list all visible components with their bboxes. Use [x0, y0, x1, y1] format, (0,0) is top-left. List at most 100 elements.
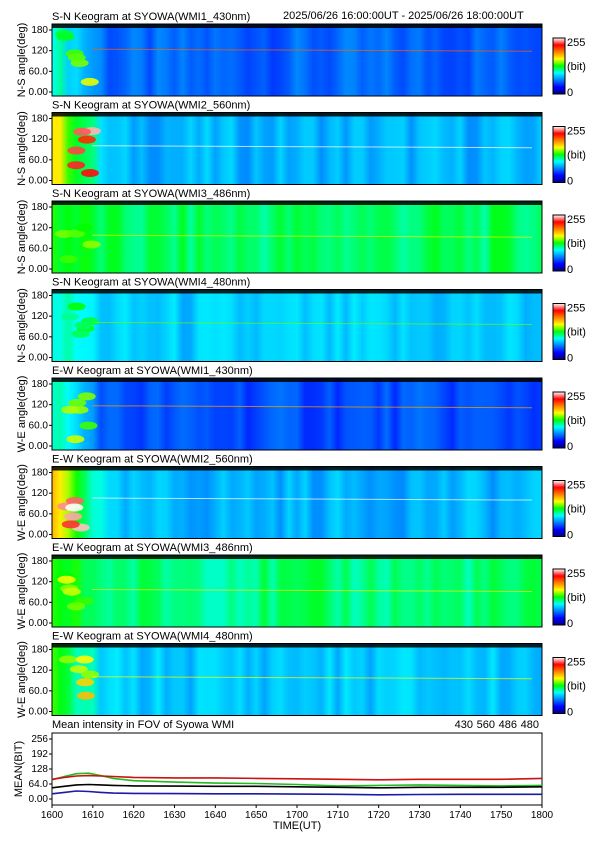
- y-tick-label: 120: [31, 665, 48, 676]
- y-axis-label: N-S angle(deg): [16, 23, 28, 98]
- emission-streak: [91, 321, 533, 325]
- aurora-patch: [80, 169, 99, 178]
- x-tick-label: 1720: [368, 810, 391, 821]
- aurora-patch: [75, 655, 94, 664]
- y-tick-label: 0.00: [29, 87, 49, 98]
- emission-streak: [91, 48, 533, 52]
- y-tick-label: 60.0: [29, 155, 49, 166]
- aurora-patch: [77, 135, 96, 144]
- keogram-title: E-W Keogram at SYOWA(WMI1_430nm): [52, 365, 253, 377]
- aurora-patch: [56, 32, 75, 41]
- legend-label-430: 430: [455, 719, 473, 731]
- y-tick-label: 0.00: [29, 264, 49, 275]
- colorbar: [552, 568, 566, 626]
- series-line-560: [51, 772, 543, 787]
- y-tick-label: 60.0: [29, 686, 49, 697]
- series-line-480: [51, 783, 543, 789]
- keogram-frame: [51, 289, 543, 362]
- aurora-patch: [80, 77, 99, 86]
- emission-streak: [91, 676, 533, 680]
- colorbar: [552, 214, 566, 272]
- y-axis-label: W-E angle(deg): [16, 553, 28, 630]
- colorbar-min-label: 0: [567, 618, 573, 630]
- x-tick-label: 1620: [123, 810, 146, 821]
- y-tick-label: 120: [31, 311, 48, 322]
- colorbar-unit-label: (bit): [567, 592, 586, 604]
- x-tick-label: 1640: [204, 810, 227, 821]
- emission-streak: [91, 405, 533, 409]
- emission-streak: [91, 497, 533, 501]
- keogram-panel: S-N Keogram at SYOWA(WMI2_560nm) 180 120 60…: [16, 100, 586, 188]
- keogram-frame: [51, 643, 543, 716]
- y-tick-label: 180: [31, 25, 48, 36]
- keogram-panel: S-N Keogram at SYOWA(WMI1_430nm) 180 120 60…: [16, 11, 586, 99]
- x-axis-label: TIME(UT): [273, 820, 321, 832]
- colorbar-unit-label: (bit): [567, 150, 586, 162]
- y-tick-label: 180: [31, 114, 48, 125]
- y-tick-label: 192: [31, 749, 48, 760]
- keogram-top-edge: [52, 289, 542, 294]
- keogram-image: [52, 643, 542, 716]
- colorbar-max-label: 255: [567, 657, 585, 669]
- keogram-panel: S-N Keogram at SYOWA(WMI4_480nm) 180 120 60…: [16, 277, 586, 365]
- colorbar: [552, 657, 566, 714]
- colorbar-min-label: 0: [567, 530, 573, 542]
- colorbar-max-label: 255: [567, 391, 585, 403]
- series-line-486: [51, 774, 543, 781]
- keogram-frame: [51, 554, 543, 628]
- keogram-panel: E-W Keogram at SYOWA(WMI4_480nm) 180 120 60…: [16, 631, 586, 719]
- aurora-patch: [67, 53, 86, 62]
- y-tick-label: 0.00: [29, 353, 49, 364]
- keogram-image: [52, 289, 542, 362]
- colorbar-max-label: 255: [567, 214, 585, 226]
- keogram-title: S-N Keogram at SYOWA(WMI1_430nm): [52, 11, 250, 23]
- y-tick-label: 0.00: [29, 618, 49, 629]
- y-axis-label: W-E angle(deg): [16, 376, 28, 453]
- time-range-header: 2025/06/26 16:00:00UT - 2025/06/26 18:00…: [283, 10, 524, 22]
- x-tick-label: 1610: [82, 810, 105, 821]
- aurora-patch: [65, 496, 84, 505]
- colorbar-min-label: 0: [567, 441, 573, 453]
- colorbar-max-label: 255: [567, 568, 585, 580]
- aurora-patch: [65, 503, 84, 512]
- aurora-patch: [68, 398, 87, 407]
- y-axis-label: N-S angle(deg): [16, 200, 28, 275]
- y-tick-label: 180: [31, 202, 48, 213]
- y-tick-label: 120: [31, 223, 48, 234]
- colorbar-unit-label: (bit): [567, 681, 586, 693]
- y-tick-label: 180: [31, 291, 48, 302]
- colorbar-unit-label: (bit): [567, 61, 586, 73]
- aurora-patch: [67, 602, 86, 611]
- aurora-patch: [74, 321, 93, 330]
- x-tick-label: 1710: [327, 810, 350, 821]
- aurora-patch: [73, 127, 92, 136]
- aurora-patch: [69, 665, 88, 674]
- y-tick-label: 0.00: [29, 794, 49, 805]
- aurora-patch: [79, 421, 98, 430]
- keogram-image: [52, 24, 542, 96]
- aurora-patch: [61, 405, 80, 414]
- colorbar-unit-label: (bit): [567, 238, 586, 250]
- keogram-panel: E-W Keogram at SYOWA(WMI2_560nm) 180 120 60…: [16, 454, 586, 542]
- aurora-patch: [66, 229, 85, 238]
- keogram-title: E-W Keogram at SYOWA(WMI2_560nm): [52, 454, 253, 466]
- aurora-patch: [62, 587, 81, 596]
- colorbar: [552, 126, 566, 183]
- y-tick-label: 180: [31, 379, 48, 390]
- colorbar-max-label: 255: [567, 126, 585, 138]
- keogram-panel: E-W Keogram at SYOWA(WMI1_430nm) 180 120 60…: [16, 365, 586, 453]
- y-tick-label: 120: [31, 134, 48, 145]
- x-tick-label: 1700: [286, 810, 309, 821]
- y-tick-label: 120: [31, 488, 48, 499]
- aurora-patch: [61, 312, 80, 321]
- mean-intensity-panel: Mean intensity in FOV of Syowa WMI 480 486…: [13, 719, 554, 832]
- keogram-top-edge: [52, 24, 542, 28]
- keogram-frame: [51, 23, 543, 97]
- colorbar-max-label: 255: [567, 480, 585, 492]
- legend-label-486: 486: [499, 719, 517, 731]
- y-axis-label: N-S angle(deg): [16, 111, 28, 186]
- keogram-image: [52, 466, 542, 539]
- y-tick-label: 256: [31, 734, 48, 745]
- colorbar-min-label: 0: [567, 87, 573, 99]
- emission-streak: [91, 234, 533, 238]
